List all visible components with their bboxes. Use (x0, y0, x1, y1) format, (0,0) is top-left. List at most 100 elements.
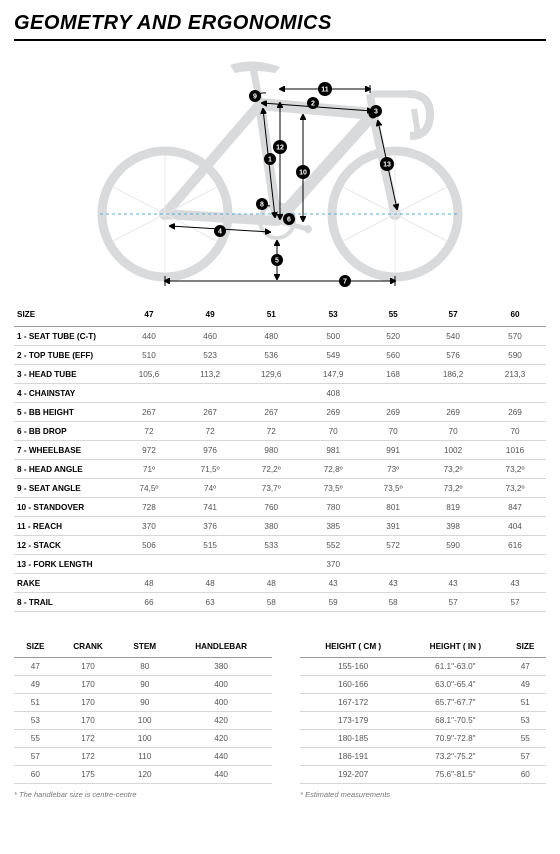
fit-cell: 47 (14, 658, 57, 676)
geo-cell: 267 (118, 403, 180, 422)
fit-col: SIZE (14, 636, 57, 658)
height-cell: 53 (505, 712, 546, 730)
geo-cell: 71º (118, 460, 180, 479)
geo-cell: 570 (484, 327, 546, 346)
geo-cell: 59 (302, 593, 364, 612)
geo-row: 12 - STACK506515533552572590616 (14, 536, 546, 555)
geo-row: 13 - FORK LENGTH 370 (14, 555, 546, 574)
geo-row: 5 - BB HEIGHT267267267269269269269 (14, 403, 546, 422)
svg-text:13: 13 (383, 162, 391, 169)
height-col: HEIGHT ( IN ) (406, 636, 504, 658)
geo-cell: 70 (302, 422, 364, 441)
geo-cell: 70 (484, 422, 546, 441)
fit-cell: 400 (170, 694, 272, 712)
fit-cell: 440 (170, 766, 272, 784)
geo-cell: 43 (302, 574, 364, 593)
geo-row: 10 - STANDOVER728741760780801819847 (14, 498, 546, 517)
fit-cell: 60 (14, 766, 57, 784)
geo-cell: 533 (240, 536, 302, 555)
geo-cell: 168 (364, 365, 422, 384)
size-header: SIZE (14, 303, 118, 327)
height-cell: 75.6"-81.5" (406, 766, 504, 784)
geo-cell: 73º (364, 460, 422, 479)
geo-cell: 520 (364, 327, 422, 346)
geo-cell: 370 (118, 517, 180, 536)
height-col: SIZE (505, 636, 546, 658)
geo-row-label: 13 - FORK LENGTH (14, 555, 118, 574)
geo-cell: 536 (240, 346, 302, 365)
geo-row-label: 7 - WHEELBASE (14, 441, 118, 460)
svg-text:12: 12 (276, 145, 284, 152)
fit-cell: 100 (119, 730, 170, 748)
height-cell: 51 (505, 694, 546, 712)
geo-cell: 560 (364, 346, 422, 365)
geometry-table: SIZE47495153555760 1 - SEAT TUBE (C-T)44… (14, 303, 546, 612)
height-cell: 155-160 (300, 658, 406, 676)
height-cell: 49 (505, 676, 546, 694)
fit-cell: 175 (57, 766, 120, 784)
fit-row: 53170100420 (14, 712, 272, 730)
height-row: 160-16663.0"-65.4"49 (300, 676, 546, 694)
height-col: HEIGHT ( CM ) (300, 636, 406, 658)
geo-cell: 552 (302, 536, 364, 555)
fit-cell: 51 (14, 694, 57, 712)
geo-cell (118, 555, 180, 574)
size-col: 51 (240, 303, 302, 327)
fit-cell: 172 (57, 748, 120, 766)
geo-cell: 847 (484, 498, 546, 517)
geo-row-label: 3 - HEAD TUBE (14, 365, 118, 384)
geo-cell: 70 (422, 422, 484, 441)
geo-cell: 1016 (484, 441, 546, 460)
fit-cell: 170 (57, 694, 120, 712)
svg-text:9: 9 (253, 94, 257, 101)
geo-cell (240, 555, 302, 574)
size-col: 57 (422, 303, 484, 327)
geo-row: 2 - TOP TUBE (EFF)510523536549560576590 (14, 346, 546, 365)
geo-cell (240, 384, 302, 403)
geo-cell: 440 (118, 327, 180, 346)
geo-cell: 269 (364, 403, 422, 422)
geo-cell: 728 (118, 498, 180, 517)
geo-row: 1 - SEAT TUBE (C-T)440460480500520540570 (14, 327, 546, 346)
geo-cell: 186,2 (422, 365, 484, 384)
fit-cell: 100 (119, 712, 170, 730)
geo-cell: 1002 (422, 441, 484, 460)
height-cell: 55 (505, 730, 546, 748)
geo-cell: 391 (364, 517, 422, 536)
geo-cell: 380 (240, 517, 302, 536)
geo-cell: 370 (302, 555, 364, 574)
geo-cell (364, 384, 422, 403)
geo-row-label: 11 - REACH (14, 517, 118, 536)
geo-row-label: 12 - STACK (14, 536, 118, 555)
geometry-diagram: 1 2 3 4 5 6 7 8 9 10 11 12 13 (14, 59, 546, 289)
geo-row-label: 9 - SEAT ANGLE (14, 479, 118, 498)
svg-text:1: 1 (268, 157, 272, 164)
height-cell: 68.1"-70.5" (406, 712, 504, 730)
geo-cell: 147,9 (302, 365, 364, 384)
height-cell: 180-185 (300, 730, 406, 748)
size-col: 60 (484, 303, 546, 327)
geo-cell: 72 (180, 422, 240, 441)
geo-cell: 73,5º (364, 479, 422, 498)
svg-text:6: 6 (287, 217, 291, 224)
geo-cell: 981 (302, 441, 364, 460)
geo-cell: 819 (422, 498, 484, 517)
geo-cell (180, 555, 240, 574)
geo-cell: 572 (364, 536, 422, 555)
size-col: 49 (180, 303, 240, 327)
geo-cell: 105,6 (118, 365, 180, 384)
geo-cell: 43 (484, 574, 546, 593)
svg-text:3: 3 (374, 109, 378, 116)
fit-cell: 55 (14, 730, 57, 748)
geo-cell: 506 (118, 536, 180, 555)
fit-row: 57172110440 (14, 748, 272, 766)
fit-row: 5117090400 (14, 694, 272, 712)
geo-cell: 590 (422, 536, 484, 555)
svg-text:10: 10 (299, 170, 307, 177)
svg-text:2: 2 (311, 101, 315, 108)
height-cell: 60 (505, 766, 546, 784)
geo-cell: 73,5º (302, 479, 364, 498)
fit-row: 60175120440 (14, 766, 272, 784)
height-cell: 192-207 (300, 766, 406, 784)
geo-cell: 980 (240, 441, 302, 460)
